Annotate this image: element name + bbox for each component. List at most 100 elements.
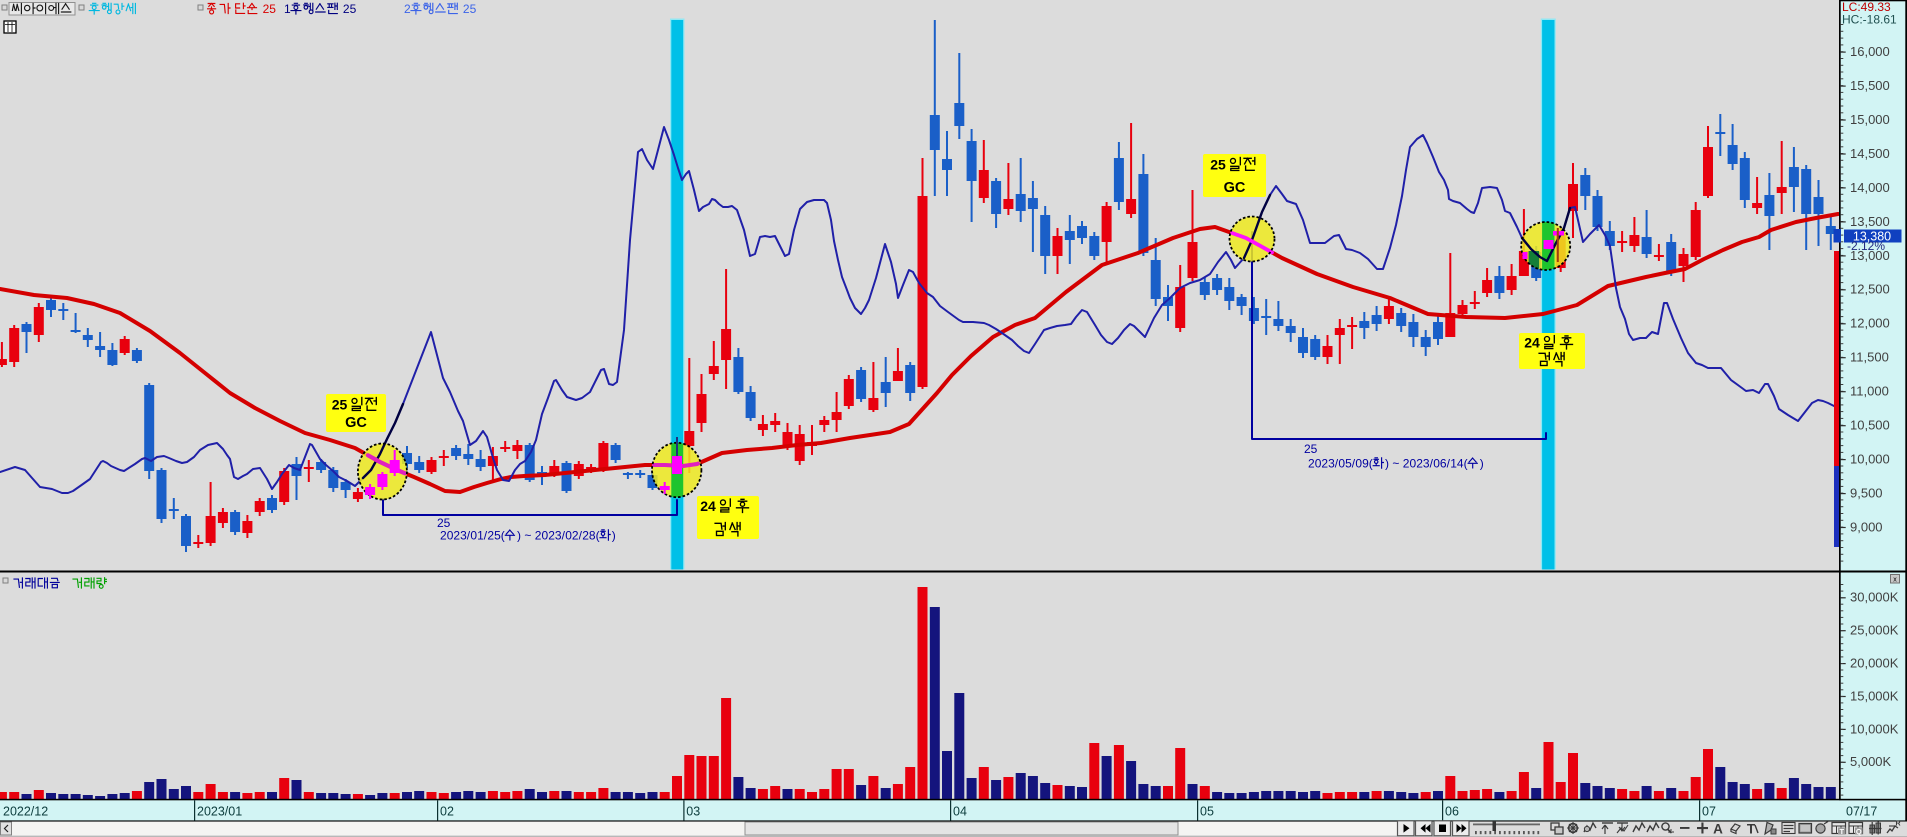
- svg-text:): ): [517, 528, 521, 542]
- svg-text:2: 2: [343, 2, 350, 16]
- svg-text:2: 2: [440, 528, 447, 542]
- svg-text:A: A: [1713, 822, 1723, 837]
- svg-text:20,000K: 20,000K: [1850, 656, 1899, 671]
- svg-text:0: 0: [1433, 456, 1440, 470]
- svg-text:~: ~: [1392, 456, 1399, 470]
- svg-text:2: 2: [1308, 456, 1315, 470]
- svg-text:25: 25: [332, 396, 348, 412]
- svg-text:/: /: [1447, 456, 1451, 470]
- svg-text:13,380: 13,380: [1853, 230, 1891, 244]
- svg-text:2: 2: [572, 528, 579, 542]
- svg-text:Q: Q: [1856, 827, 1862, 836]
- svg-text:24: 24: [1524, 335, 1540, 351]
- svg-text:(: (: [501, 528, 505, 542]
- svg-text:03: 03: [686, 805, 700, 819]
- svg-text:8: 8: [589, 528, 596, 542]
- svg-text:2: 2: [487, 528, 494, 542]
- svg-text:2: 2: [548, 528, 555, 542]
- svg-text:10,000K: 10,000K: [1850, 721, 1899, 736]
- svg-text:GC: GC: [345, 415, 367, 431]
- svg-text:1: 1: [1450, 456, 1457, 470]
- svg-text:2: 2: [1403, 456, 1410, 470]
- svg-text:13,500: 13,500: [1850, 214, 1890, 229]
- svg-text:2: 2: [1321, 456, 1328, 470]
- svg-text:04: 04: [953, 805, 967, 819]
- svg-text:13,000: 13,000: [1850, 248, 1890, 263]
- svg-text:2: 2: [463, 2, 470, 16]
- svg-text:5,000K: 5,000K: [1850, 754, 1892, 769]
- svg-text:15,500: 15,500: [1850, 78, 1890, 93]
- svg-text:06: 06: [1445, 805, 1459, 819]
- svg-text:2022/12: 2022/12: [3, 805, 48, 819]
- svg-text:/: /: [562, 528, 566, 542]
- svg-text:2023/01: 2023/01: [197, 805, 242, 819]
- svg-text:05: 05: [1200, 805, 1214, 819]
- svg-text:14,500: 14,500: [1850, 146, 1890, 161]
- svg-text:9,500: 9,500: [1850, 486, 1883, 501]
- svg-text:0: 0: [1315, 456, 1322, 470]
- svg-text:2: 2: [404, 2, 411, 16]
- svg-text:T: T: [1747, 822, 1756, 837]
- svg-text:-2.12%: -2.12%: [1847, 239, 1885, 253]
- svg-text:0: 0: [470, 528, 477, 542]
- svg-text:12,000: 12,000: [1850, 316, 1890, 331]
- svg-text:2: 2: [1416, 456, 1423, 470]
- svg-text:2: 2: [453, 528, 460, 542]
- svg-text:25: 25: [437, 516, 451, 530]
- svg-text:0: 0: [542, 528, 549, 542]
- svg-text:30,000K: 30,000K: [1850, 590, 1899, 605]
- svg-text:/: /: [1430, 456, 1434, 470]
- svg-text:1: 1: [477, 528, 484, 542]
- svg-text:14,000: 14,000: [1850, 180, 1890, 195]
- svg-text:07/17: 07/17: [1846, 805, 1877, 819]
- svg-text:(: (: [1464, 456, 1468, 470]
- svg-text:0: 0: [1355, 456, 1362, 470]
- svg-text:24: 24: [700, 498, 716, 514]
- svg-text:15,000: 15,000: [1850, 112, 1890, 127]
- svg-text:T: T: [1840, 827, 1845, 836]
- svg-text:4: 4: [1457, 456, 1464, 470]
- svg-text:9,000: 9,000: [1850, 519, 1883, 534]
- svg-text:5: 5: [269, 2, 276, 16]
- svg-text:/: /: [467, 528, 471, 542]
- svg-text:16,000: 16,000: [1850, 44, 1890, 59]
- svg-text:(: (: [1369, 456, 1373, 470]
- svg-text:3: 3: [460, 528, 467, 542]
- svg-text:): ): [1480, 456, 1484, 470]
- svg-text:GC: GC: [1224, 180, 1246, 196]
- svg-text:/: /: [1352, 456, 1356, 470]
- svg-text:2: 2: [263, 2, 270, 16]
- svg-text:9: 9: [1362, 456, 1369, 470]
- svg-text:02: 02: [440, 805, 454, 819]
- svg-text:25: 25: [1304, 442, 1318, 456]
- svg-text:6: 6: [1440, 456, 1447, 470]
- svg-text:~: ~: [524, 528, 531, 542]
- svg-text:10,500: 10,500: [1850, 418, 1890, 433]
- svg-text:3: 3: [555, 528, 562, 542]
- svg-text:x: x: [1893, 577, 1897, 584]
- svg-text:/: /: [579, 528, 583, 542]
- svg-text:11,500: 11,500: [1850, 350, 1889, 365]
- svg-text:5: 5: [494, 528, 501, 542]
- svg-text:0: 0: [1338, 456, 1345, 470]
- svg-text:2: 2: [582, 528, 589, 542]
- svg-text:10,000: 10,000: [1850, 452, 1890, 467]
- svg-text:07: 07: [1702, 805, 1716, 819]
- svg-text:R: R: [1895, 821, 1900, 828]
- svg-text:(: (: [596, 528, 600, 542]
- svg-text:5: 5: [350, 2, 357, 16]
- svg-text:25,000K: 25,000K: [1850, 623, 1899, 638]
- svg-text:3: 3: [1328, 456, 1335, 470]
- svg-text:12,500: 12,500: [1850, 282, 1890, 297]
- svg-text:11,000: 11,000: [1850, 384, 1889, 399]
- svg-text:/: /: [484, 528, 488, 542]
- svg-text:3: 3: [1423, 456, 1430, 470]
- svg-text:5: 5: [470, 2, 477, 16]
- svg-text:15,000K: 15,000K: [1850, 688, 1899, 703]
- svg-text:/: /: [1335, 456, 1339, 470]
- svg-text:25: 25: [1210, 156, 1226, 172]
- svg-text:0: 0: [1410, 456, 1417, 470]
- svg-text:): ): [1385, 456, 1389, 470]
- svg-text:0: 0: [565, 528, 572, 542]
- svg-text:1: 1: [284, 2, 291, 16]
